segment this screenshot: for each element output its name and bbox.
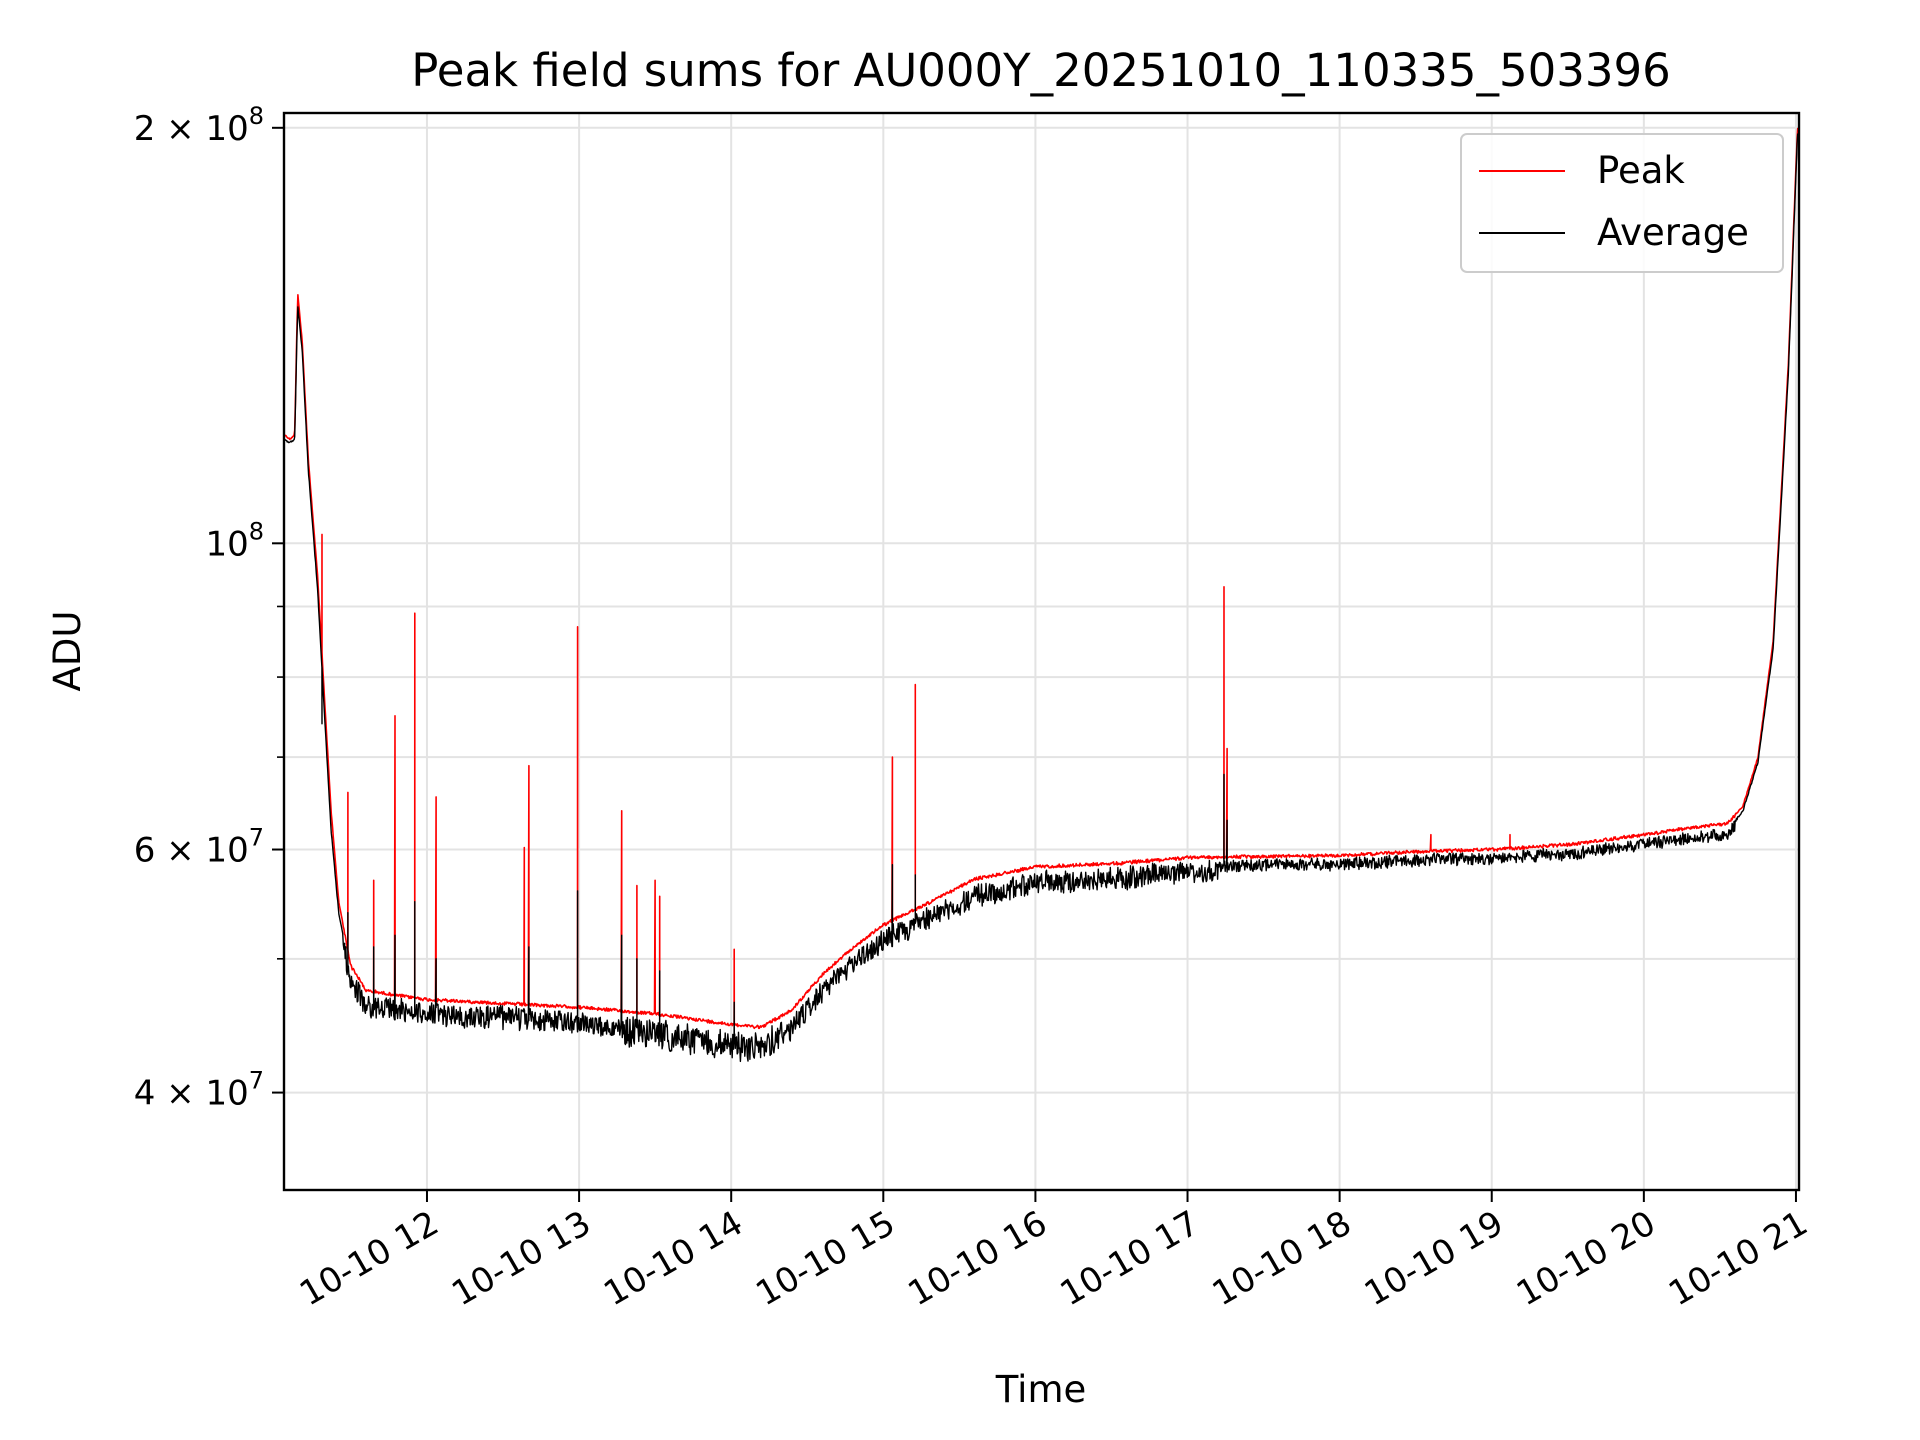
y-tick-label: 6 × 107 <box>134 824 264 871</box>
series-average-line <box>284 133 1799 1063</box>
chart-title: Peak field sums for AU000Y_20251010_1103… <box>411 44 1671 97</box>
y-axis-label: ADU <box>46 611 89 692</box>
x-axis-label: Time <box>995 1368 1087 1411</box>
legend: Peak Average <box>1460 133 1784 273</box>
series-peak-line <box>284 127 1799 1030</box>
y-tick-label: 4 × 107 <box>134 1067 264 1114</box>
legend-label: Peak <box>1597 149 1685 192</box>
y-tick-label: 108 <box>205 517 264 564</box>
y-tick-label: 2 × 108 <box>134 102 264 149</box>
series-layer <box>284 127 1799 1063</box>
legend-box <box>1460 133 1784 273</box>
grid <box>284 113 1799 1190</box>
legend-label: Average <box>1597 211 1749 254</box>
plot-frame <box>282 111 1801 1192</box>
y-axis: 4 × 107 6 × 107 108 2 × 108 <box>134 102 284 1114</box>
